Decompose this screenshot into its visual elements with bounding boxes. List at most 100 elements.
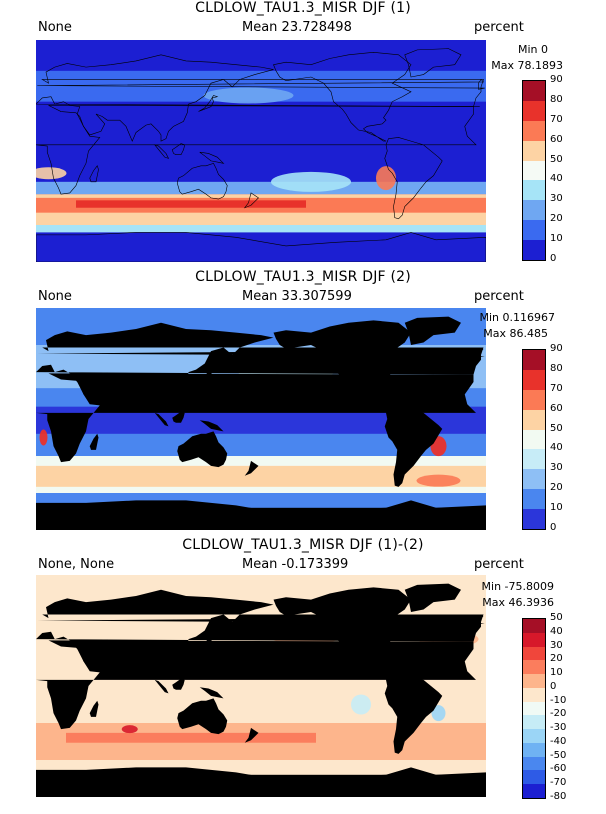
colorbar-swatch bbox=[523, 646, 545, 661]
land-mass bbox=[198, 363, 218, 380]
land-mass bbox=[36, 640, 476, 730]
colorbar-tick-label: -60 bbox=[550, 763, 567, 775]
land-mass bbox=[198, 95, 219, 112]
min-label: Min 0 bbox=[517, 43, 548, 56]
min-label: Min 0.116967 bbox=[479, 311, 555, 324]
land-mass bbox=[171, 143, 186, 155]
colorbar-tick-label: 30 bbox=[550, 639, 563, 651]
colorbar-swatch bbox=[523, 389, 545, 410]
colorbar-swatch bbox=[523, 81, 545, 101]
colorbar-tick-label: 60 bbox=[550, 133, 563, 145]
colorbar-tick-label: 0 bbox=[550, 522, 557, 533]
land-mass bbox=[177, 698, 228, 735]
panel-1: CLDLOW_TAU1.3_MISR DJF (1) None Mean 23.… bbox=[0, 0, 606, 270]
mean-label: Mean 33.307599 bbox=[242, 289, 352, 304]
colorbar-tick-label: -50 bbox=[550, 749, 567, 761]
colorbar-swatch bbox=[523, 715, 545, 730]
max-label: Max 86.485 bbox=[483, 327, 548, 340]
land-mass bbox=[177, 431, 228, 468]
panel-title: CLDLOW_TAU1.3_MISR DJF (2) bbox=[195, 269, 411, 285]
land-mass bbox=[198, 630, 218, 647]
colorbar-tick-label: 0 bbox=[550, 680, 557, 692]
colorbar-swatch bbox=[523, 770, 545, 785]
colorbar bbox=[522, 80, 546, 261]
land-mass bbox=[384, 405, 443, 487]
panel-3: CLDLOW_TAU1.3_MISR DJF (1)-(2) None, Non… bbox=[0, 537, 606, 807]
land-mass bbox=[172, 411, 185, 423]
land-mass bbox=[244, 460, 259, 476]
colorbar-tick-label: -20 bbox=[550, 708, 567, 720]
colorbar-swatch bbox=[523, 701, 545, 716]
land-mass bbox=[89, 433, 99, 450]
colorbar-tick-label: 60 bbox=[550, 402, 563, 414]
panel-title: CLDLOW_TAU1.3_MISR DJF (1) bbox=[195, 0, 411, 16]
colorbar-swatch bbox=[523, 469, 545, 490]
colorbar-tick-label: 10 bbox=[550, 667, 563, 679]
colorbar-tick-label: -40 bbox=[550, 735, 567, 747]
colorbar-swatch bbox=[523, 742, 545, 757]
land-mass bbox=[384, 672, 443, 754]
colorbar-tick-label: 20 bbox=[550, 482, 563, 494]
colorbar-swatch bbox=[523, 100, 545, 121]
land-mass bbox=[89, 700, 99, 717]
land-mass bbox=[36, 373, 476, 463]
land-mass bbox=[172, 678, 185, 690]
land-mass bbox=[384, 137, 443, 220]
land-mass bbox=[404, 48, 462, 78]
colorbar-swatch bbox=[523, 369, 545, 390]
colorbar-tick-label: -30 bbox=[550, 722, 567, 734]
colorbar-swatch bbox=[523, 200, 545, 221]
land-mass bbox=[89, 165, 99, 183]
land-mass bbox=[243, 192, 259, 209]
land-mass bbox=[37, 347, 485, 358]
land-mass bbox=[176, 162, 228, 200]
map-plot bbox=[36, 40, 486, 262]
units-label: percent bbox=[474, 557, 524, 572]
colorbar-tick-label: 0 bbox=[550, 253, 557, 264]
colorbar-tick-label: 80 bbox=[550, 362, 563, 374]
colorbar bbox=[522, 618, 546, 799]
variable-label: None, None bbox=[38, 557, 115, 572]
colorbar-swatch bbox=[523, 509, 545, 529]
colorbar-swatch bbox=[523, 409, 545, 430]
colorbar-swatch bbox=[523, 449, 545, 470]
colorbar-tick-label: 70 bbox=[550, 113, 563, 125]
colorbar-tick-label: 10 bbox=[550, 502, 563, 514]
land-mass bbox=[404, 583, 461, 612]
colorbar-swatch bbox=[523, 619, 545, 633]
land-mass bbox=[36, 105, 477, 195]
colorbar-swatch bbox=[523, 350, 545, 370]
min-label: Min -75.8009 bbox=[481, 580, 554, 593]
max-label: Max 46.3936 bbox=[482, 596, 554, 609]
units-label: percent bbox=[474, 20, 524, 35]
land-mass bbox=[244, 727, 259, 743]
land-mass bbox=[36, 54, 484, 142]
colorbar-tick-label: 70 bbox=[550, 382, 563, 394]
colorbar-swatch bbox=[523, 660, 545, 675]
land-mass bbox=[199, 687, 224, 699]
colorbar-swatch bbox=[523, 784, 545, 798]
variable-label: None bbox=[38, 20, 72, 35]
colorbar-tick-label: 50 bbox=[550, 422, 563, 434]
colorbar-swatch bbox=[523, 687, 545, 702]
land-mass bbox=[36, 232, 486, 262]
colorbar-tick-label: 20 bbox=[550, 653, 563, 665]
colorbar-swatch bbox=[523, 240, 545, 260]
map-plot bbox=[36, 575, 486, 797]
colorbar-tick-label: 20 bbox=[550, 213, 563, 225]
colorbar-tick-label: -10 bbox=[550, 694, 567, 706]
colorbar-tick-label: 40 bbox=[550, 625, 563, 637]
units-label: percent bbox=[474, 289, 524, 304]
land-mass bbox=[199, 151, 225, 164]
colorbar-tick-label: 40 bbox=[550, 442, 563, 454]
colorbar-tick-label: 80 bbox=[550, 93, 563, 105]
colorbar-tick-label: 30 bbox=[550, 193, 563, 205]
colorbar-tick-label: -80 bbox=[550, 791, 567, 802]
panel-title: CLDLOW_TAU1.3_MISR DJF (1)-(2) bbox=[182, 537, 424, 553]
colorbar-swatch bbox=[523, 674, 545, 688]
land-mass bbox=[154, 412, 169, 427]
colorbar-swatch bbox=[523, 729, 545, 743]
colorbar-swatch bbox=[523, 489, 545, 509]
panel-2: CLDLOW_TAU1.3_MISR DJF (2) None Mean 33.… bbox=[0, 269, 606, 539]
colorbar-swatch bbox=[523, 160, 545, 181]
